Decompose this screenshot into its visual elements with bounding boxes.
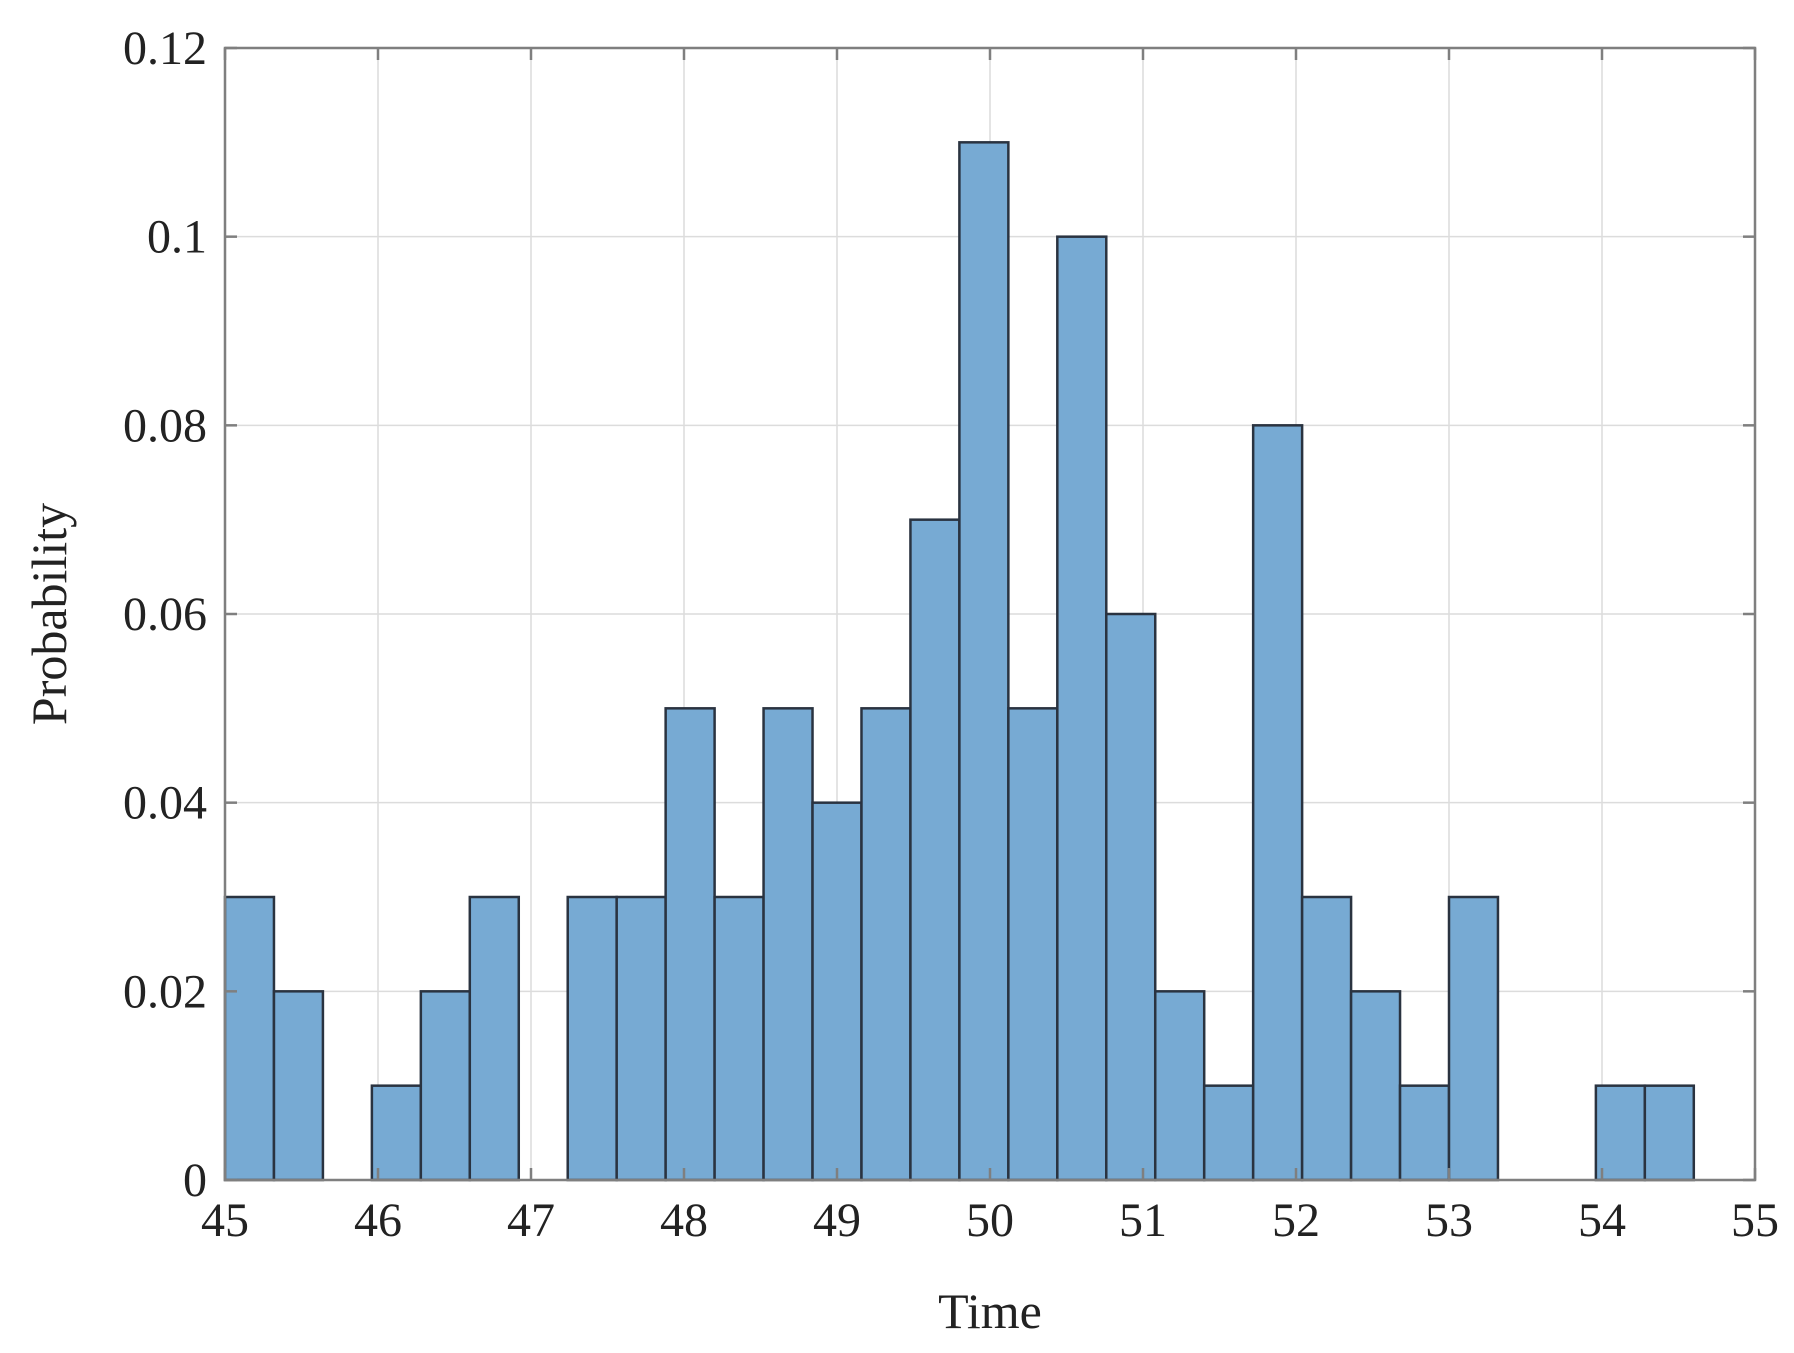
histogram-bar xyxy=(1300,895,1353,1182)
histogram-bar xyxy=(1056,235,1108,1182)
histogram-bar xyxy=(713,895,765,1182)
tick-label-layer: 45 46 47 48 49 50 51 52 53 54 55 0 0.02 0.04 0.06 0.08 0… xyxy=(123,22,1779,1247)
y-tick-label: 0.1 xyxy=(147,211,207,264)
x-tick-label: 45 xyxy=(201,1194,249,1247)
y-tick-label: 0.02 xyxy=(123,965,207,1018)
x-tick-label: 55 xyxy=(1731,1194,1779,1247)
histogram-bar xyxy=(664,707,716,1182)
y-tick-label: 0.08 xyxy=(123,399,207,452)
x-tick-label: 50 xyxy=(966,1194,1014,1247)
x-tick-label: 48 xyxy=(660,1194,708,1247)
y-axis-title: Probability xyxy=(21,503,77,725)
x-tick-label: 49 xyxy=(813,1194,861,1247)
histogram-bar xyxy=(370,1084,423,1182)
y-tick-label: 0.04 xyxy=(123,777,207,830)
axes-layer xyxy=(223,46,1757,1182)
histogram-bar xyxy=(468,895,521,1182)
histogram-bar xyxy=(958,141,1010,1182)
x-tick-label: 54 xyxy=(1578,1194,1626,1247)
histogram-bar xyxy=(1594,1084,1647,1182)
histogram-bar xyxy=(909,518,961,1182)
histogram-bar xyxy=(811,801,863,1182)
histogram-bar xyxy=(272,990,325,1182)
histogram-bar xyxy=(615,895,667,1182)
x-tick-label: 46 xyxy=(354,1194,402,1247)
y-tick-label: 0 xyxy=(183,1154,207,1207)
histogram-bar xyxy=(1105,612,1157,1182)
x-tick-label: 47 xyxy=(507,1194,555,1247)
histogram-bar xyxy=(566,895,618,1182)
histogram-bar xyxy=(860,707,912,1182)
bar-layer xyxy=(223,141,1696,1182)
x-tick-label: 52 xyxy=(1272,1194,1320,1247)
histogram-bar xyxy=(419,990,472,1182)
histogram-bar xyxy=(223,895,276,1182)
histogram-bar xyxy=(1153,990,1206,1182)
histogram-bar xyxy=(1447,895,1500,1182)
histogram-bar xyxy=(1007,707,1059,1182)
y-tick-label: 0.06 xyxy=(123,588,207,641)
y-tick-label: 0.12 xyxy=(123,22,207,75)
histogram-bar xyxy=(1251,424,1304,1182)
x-axis-title: Time xyxy=(938,1283,1042,1339)
histogram-bar xyxy=(1398,1084,1451,1182)
histogram-bar xyxy=(1349,990,1402,1182)
histogram-bar xyxy=(1643,1084,1696,1182)
x-tick-label: 53 xyxy=(1425,1194,1473,1247)
histogram-bar xyxy=(762,707,814,1182)
histogram-bar xyxy=(1202,1084,1255,1182)
x-tick-label: 51 xyxy=(1119,1194,1167,1247)
